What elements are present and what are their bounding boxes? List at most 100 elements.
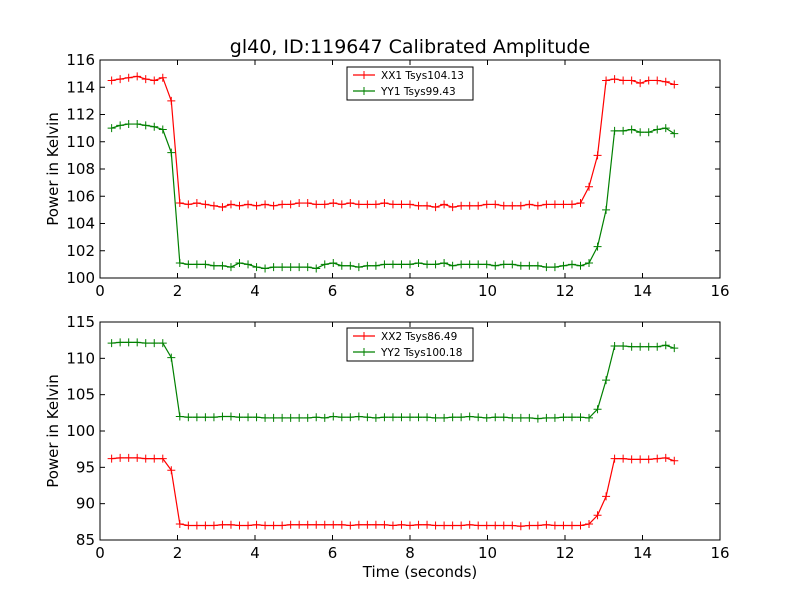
x-tick-label: 8: [405, 282, 415, 300]
data-point-marker: [380, 520, 389, 529]
data-point-marker: [116, 453, 125, 462]
data-point-marker: [363, 413, 372, 422]
data-point-marker: [261, 264, 270, 273]
legend-entry-label: XX1 Tsys104.13: [381, 70, 464, 82]
data-point-marker: [141, 339, 150, 348]
y-tick-label: 100: [66, 269, 95, 287]
data-point-marker: [653, 342, 662, 351]
data-point-marker: [448, 261, 457, 270]
data-point-marker: [269, 521, 278, 530]
data-point-marker: [107, 124, 116, 133]
data-point-marker: [457, 260, 466, 269]
data-point-marker: [175, 199, 184, 208]
data-point-marker: [150, 76, 159, 85]
data-point-marker: [184, 413, 193, 422]
data-point-marker: [585, 182, 594, 191]
data-point-marker: [286, 200, 295, 209]
data-point-marker: [525, 413, 534, 422]
x-tick-label: 10: [478, 282, 497, 300]
data-point-marker: [124, 73, 133, 82]
data-point-marker: [354, 520, 363, 529]
data-point-marker: [423, 520, 432, 529]
y-tick-label: 114: [66, 78, 95, 96]
data-point-marker: [576, 199, 585, 208]
data-point-marker: [610, 454, 619, 463]
legend: XX1 Tsys104.13 YY1 Tsys99.43: [346, 66, 474, 101]
legend-entry-label: XX2 Tsys86.49: [381, 331, 457, 343]
data-point-marker: [158, 73, 167, 82]
data-point-marker: [150, 454, 159, 463]
data-point-marker: [636, 128, 645, 137]
data-point-marker: [491, 261, 500, 270]
data-point-marker: [440, 259, 449, 268]
data-point-marker: [414, 201, 423, 210]
x-tick-label: 6: [328, 544, 338, 562]
data-point-marker: [201, 521, 210, 530]
data-point-marker: [448, 521, 457, 530]
data-point-marker: [235, 413, 244, 422]
data-point-marker: [252, 201, 261, 210]
data-point-marker: [482, 200, 491, 209]
data-point-marker: [559, 200, 568, 209]
data-point-marker: [244, 413, 253, 422]
data-point-marker: [107, 339, 116, 348]
data-point-marker: [218, 203, 227, 212]
data-point-marker: [440, 521, 449, 530]
data-point-marker: [636, 342, 645, 351]
data-point-marker: [491, 521, 500, 530]
data-point-marker: [516, 522, 525, 531]
data-point-marker: [201, 200, 210, 209]
data-point-marker: [448, 203, 457, 212]
bottom-subplot: 0 2 4 6 8 10 12 14 16 85 90 95 100 105 110 115 Power in …: [44, 313, 730, 581]
series-xx-2: [107, 453, 679, 531]
data-point-marker: [380, 413, 389, 422]
data-point-marker: [542, 413, 551, 422]
legend-swatch-marker: [360, 348, 368, 356]
x-tick-label: 4: [250, 282, 260, 300]
data-point-marker: [167, 353, 176, 362]
data-point-marker: [158, 125, 167, 134]
data-point-marker: [423, 413, 432, 422]
data-point-marker: [593, 151, 602, 160]
data-point-marker: [482, 260, 491, 269]
data-point-marker: [346, 261, 355, 270]
data-point-marker: [465, 201, 474, 210]
data-point-marker: [218, 412, 227, 421]
data-point-marker: [286, 263, 295, 272]
data-point-marker: [508, 521, 517, 530]
data-point-marker: [286, 413, 295, 422]
y-tick-label: 110: [66, 349, 95, 367]
data-point-marker: [465, 412, 474, 421]
data-point-marker: [610, 126, 619, 135]
legend-box: [346, 66, 474, 101]
data-point-marker: [627, 76, 636, 85]
x-tick-label: 10: [478, 544, 497, 562]
data-point-marker: [363, 261, 372, 270]
data-point-marker: [414, 259, 423, 268]
data-point-marker: [295, 413, 304, 422]
data-point-marker: [644, 342, 653, 351]
data-point-marker: [619, 454, 628, 463]
data-point-marker: [644, 455, 653, 464]
data-point-marker: [440, 200, 449, 209]
data-point-marker: [261, 200, 270, 209]
data-point-marker: [192, 521, 201, 530]
data-point-marker: [525, 200, 534, 209]
data-point-marker: [516, 261, 525, 270]
data-point-marker: [593, 242, 602, 251]
data-point-marker: [269, 201, 278, 210]
data-point-marker: [670, 80, 679, 89]
data-point-marker: [406, 260, 414, 269]
data-point-marker: [653, 125, 662, 134]
series-yy-2: [107, 338, 679, 423]
data-point-marker: [397, 520, 406, 529]
data-point-marker: [192, 260, 201, 269]
data-point-marker: [209, 261, 218, 270]
x-tick-label: 12: [555, 544, 574, 562]
data-point-marker: [602, 492, 611, 501]
data-point-marker: [226, 412, 235, 421]
data-point-marker: [508, 201, 517, 210]
data-point-marker: [499, 201, 508, 210]
data-point-marker: [150, 339, 159, 348]
data-point-marker: [278, 263, 287, 272]
